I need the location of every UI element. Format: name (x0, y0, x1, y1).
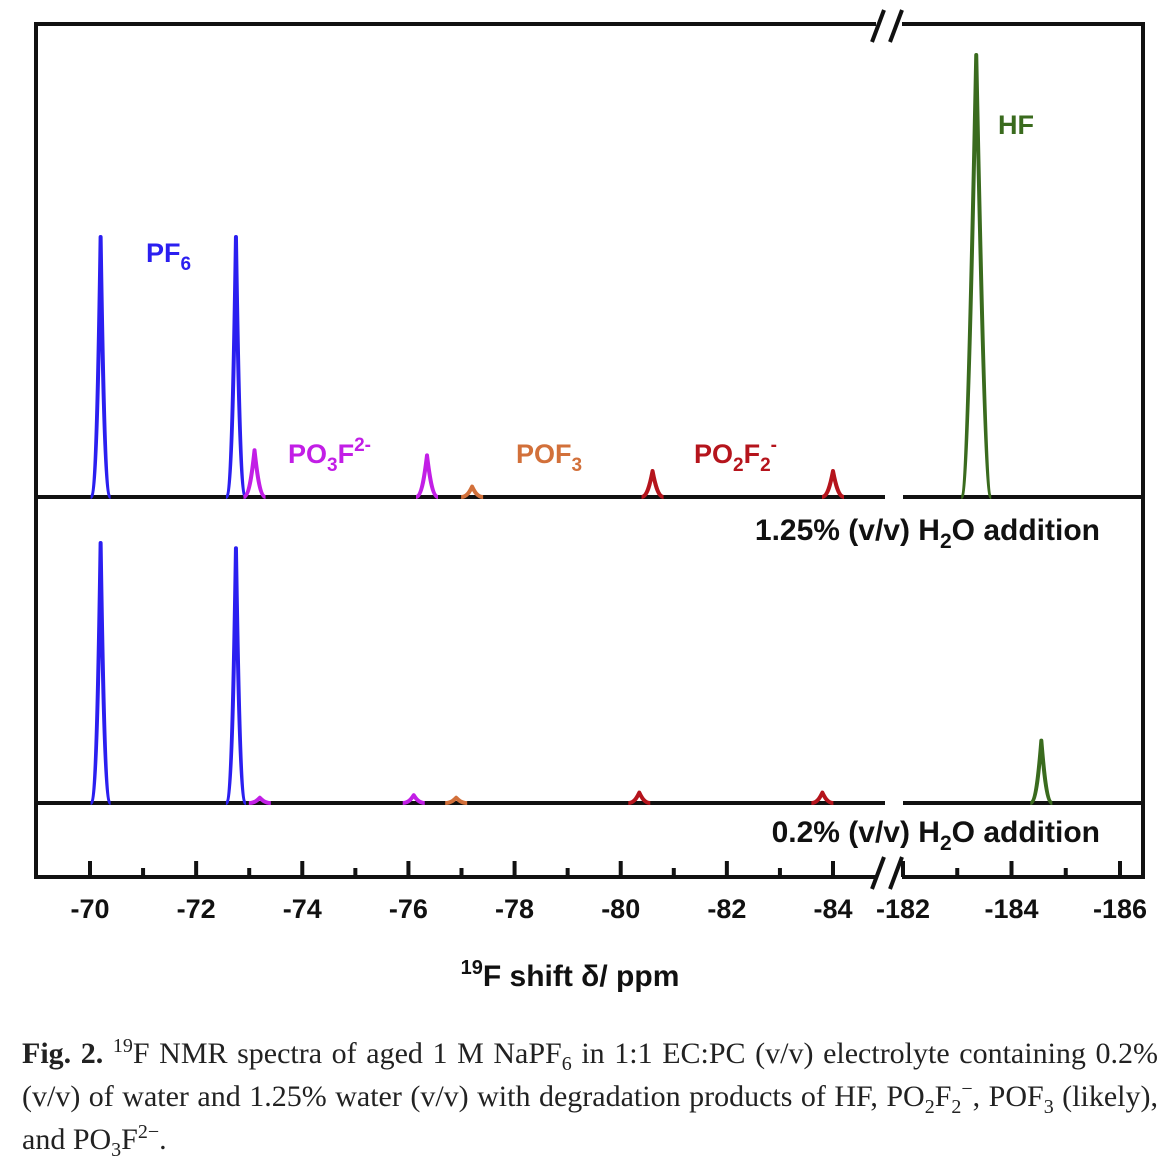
condition-label-bottom: 0.2% (v/v) H2O addition (772, 816, 1100, 855)
peak-0-0 (88, 235, 113, 499)
caption-label: Fig. 2. (22, 1037, 104, 1070)
tick-label-left-7: -84 (813, 894, 852, 924)
peak-label-po3f: PO3F2- (288, 435, 371, 476)
x-axis-title: 19F shift δ/ ppm (461, 957, 680, 993)
plot-frame (34, 9, 1145, 890)
peak-label-pf6: PF6 (146, 238, 191, 275)
top-break-mark-2 (888, 9, 904, 43)
peak-0-3 (415, 453, 439, 499)
tick-label-left-5: -80 (601, 894, 640, 924)
peak-0-7 (959, 53, 994, 499)
condition-label-top: 1.25% (v/v) H2O addition (755, 514, 1100, 553)
plot-border (34, 22, 1145, 879)
peak-1-1 (223, 546, 248, 805)
peak-1-0 (88, 541, 113, 805)
peak-1-5 (628, 790, 651, 805)
peak-0-1 (223, 235, 248, 499)
spectra-group (36, 53, 1143, 805)
tick-label-left-6: -82 (707, 894, 746, 924)
bottom-break-mark-1 (870, 856, 886, 890)
nmr-figure: -70 -72 -74 -76 -78 -80 -82 -84 -182 -184 -186 PF6… (34, 9, 1147, 993)
peak-1-2 (248, 795, 271, 805)
tick-label-left-1: -72 (177, 894, 216, 924)
peak-1-4 (445, 795, 468, 805)
tick-label-left-3: -76 (389, 894, 428, 924)
peak-1-7 (1029, 738, 1054, 805)
peak-0-2 (242, 448, 267, 499)
tick-label-right-1: -184 (984, 894, 1038, 924)
peak-label-hf: HF (998, 110, 1034, 140)
tick-label-right-0: -182 (876, 894, 930, 924)
peak-0-5 (640, 469, 665, 499)
tick-label-left-0: -70 (70, 894, 109, 924)
tick-label-left-4: -78 (495, 894, 534, 924)
tick-label-left-2: -74 (283, 894, 322, 924)
peak-1-3 (402, 793, 425, 805)
peak-0-6 (821, 469, 845, 499)
peak-label-pof3: POF3 (516, 439, 582, 476)
figure-caption: Fig. 2. 19F NMR spectra of aged 1 M NaPF… (22, 1035, 1158, 1161)
top-break-mark-1 (870, 9, 886, 43)
nmr-spectra-plot: -70 -72 -74 -76 -78 -80 -82 -84 -182 -184 -186 PF6… (34, 9, 1147, 993)
peak-label-po2f2: PO2F2- (694, 435, 777, 476)
tick-label-right-2: -186 (1093, 894, 1147, 924)
x-axis-ticks: -70 -72 -74 -76 -78 -80 -82 -84 -182 -184 -186 (70, 861, 1147, 924)
peak-1-6 (811, 790, 834, 805)
bottom-break-mark-2 (888, 856, 904, 890)
peak-0-4 (460, 484, 484, 499)
